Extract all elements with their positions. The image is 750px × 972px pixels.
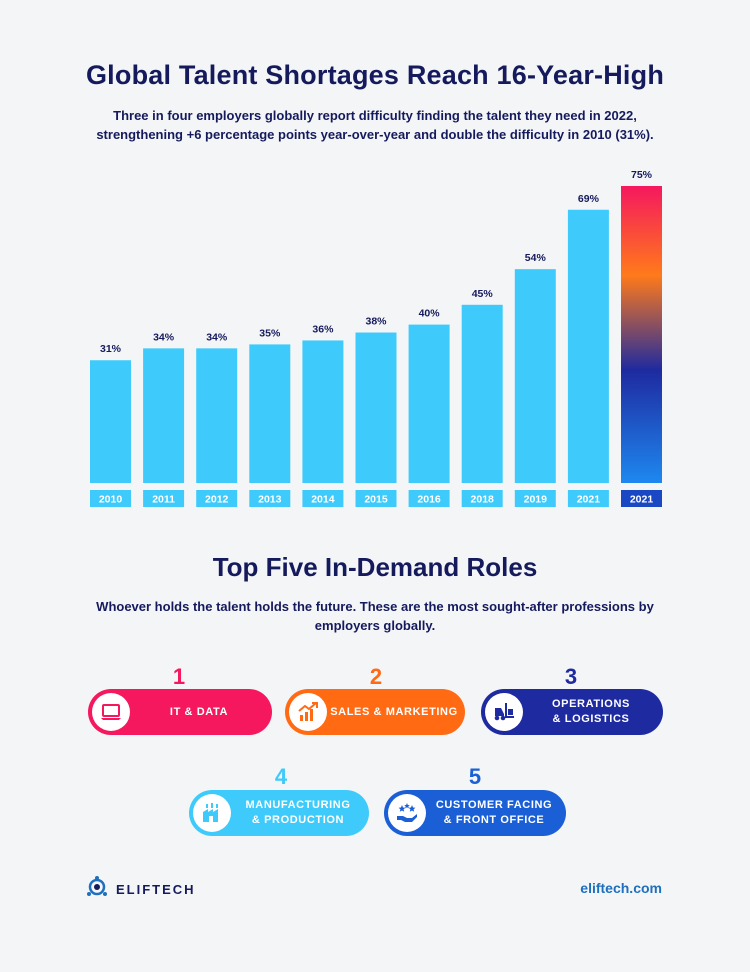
bar-2011	[143, 348, 185, 483]
category-box	[302, 490, 344, 507]
service-hand-icon	[388, 794, 426, 832]
category-label: 2010	[99, 494, 123, 506]
role-label: IT & DATA	[169, 705, 229, 718]
category-label: 2015	[364, 494, 388, 506]
eliftech-logo[interactable]: ELIFTECH	[86, 876, 196, 903]
bar-2014	[302, 340, 344, 483]
role-rank-4: 4	[274, 764, 288, 789]
category-box	[567, 490, 609, 507]
value-label: 34%	[206, 331, 228, 343]
value-label: 69%	[578, 193, 600, 205]
roles-section-title: Top Five In-Demand Roles	[212, 552, 538, 582]
value-label: 45%	[472, 288, 494, 300]
role-pill-sales-marketing: SALES & MARKETING	[285, 689, 465, 735]
bar-2021	[567, 209, 609, 483]
value-label: 38%	[365, 316, 387, 328]
category-label: 2012	[205, 494, 229, 506]
bar-2013	[249, 344, 291, 483]
category-box	[461, 490, 503, 507]
laptop-icon	[92, 693, 130, 731]
bar-2019	[514, 269, 556, 483]
bar-2016	[408, 324, 450, 483]
page-title: Global Talent Shortages Reach 16-Year-Hi…	[85, 60, 665, 90]
category-label: 2013	[258, 494, 282, 506]
roles-section-subtitle: Whoever holds the talent holds the futur…	[96, 599, 654, 633]
category-label: 2014	[311, 494, 335, 506]
role-pill-manufacturing-production: MANUFACTURING & PRODUCTION	[189, 790, 369, 836]
bar-2010	[90, 360, 131, 483]
role-label: MANUFACTURING & PRODUCTION	[245, 799, 351, 826]
growth-chart-icon	[289, 693, 327, 731]
category-label: 2016	[417, 494, 441, 506]
value-label: 35%	[259, 327, 281, 339]
category-box	[514, 490, 556, 507]
value-label: 31%	[100, 343, 122, 355]
bar-2021-highlight	[621, 186, 662, 483]
category-box	[249, 490, 291, 507]
role-pill-it-data: IT & DATA	[88, 689, 272, 735]
value-label: 75%	[631, 169, 653, 181]
brand-name: ELIFTECH	[116, 882, 196, 897]
bar-2015	[355, 332, 397, 483]
category-box	[143, 490, 185, 507]
category-label: 2018	[471, 494, 495, 506]
eliftech-logo-icon	[86, 876, 108, 903]
website-link[interactable]: eliftech.com	[580, 880, 662, 896]
role-rank-1: 1	[172, 664, 186, 689]
category-box	[90, 490, 131, 507]
role-rank-5: 5	[468, 764, 482, 789]
value-label: 54%	[525, 252, 547, 264]
page-subtitle: Three in four employers globally report …	[96, 108, 654, 142]
forklift-icon	[485, 693, 523, 731]
role-rank-2: 2	[369, 664, 383, 689]
role-rank-3: 3	[564, 664, 578, 689]
role-pill-operations-logistics: OPERATIONS & LOGISTICS	[481, 689, 663, 735]
value-label: 36%	[312, 323, 334, 335]
category-label: 2021	[630, 494, 654, 506]
category-box	[196, 490, 238, 507]
role-pill-customer-facing: CUSTOMER FACING & FRONT OFFICE	[384, 790, 566, 836]
category-box	[355, 490, 397, 507]
category-label: 2021	[577, 494, 601, 506]
category-box	[621, 490, 662, 507]
factory-icon	[193, 794, 231, 832]
bar-2012	[196, 348, 238, 483]
category-label: 2011	[152, 494, 175, 506]
role-label: OPERATIONS & LOGISTICS	[552, 698, 630, 725]
value-label: 40%	[419, 308, 441, 320]
talent-shortage-bar-chart: 31% 2010 34% 2011 34% 2012 35% 2013 36% 2014 38% 20…	[90, 169, 662, 507]
role-label: SALES & MARKETING	[330, 705, 458, 718]
role-label: CUSTOMER FACING & FRONT OFFICE	[435, 799, 553, 826]
bar-2018	[461, 304, 503, 483]
category-box	[408, 490, 450, 507]
value-label: 34%	[153, 331, 175, 343]
category-label: 2019	[524, 494, 548, 506]
